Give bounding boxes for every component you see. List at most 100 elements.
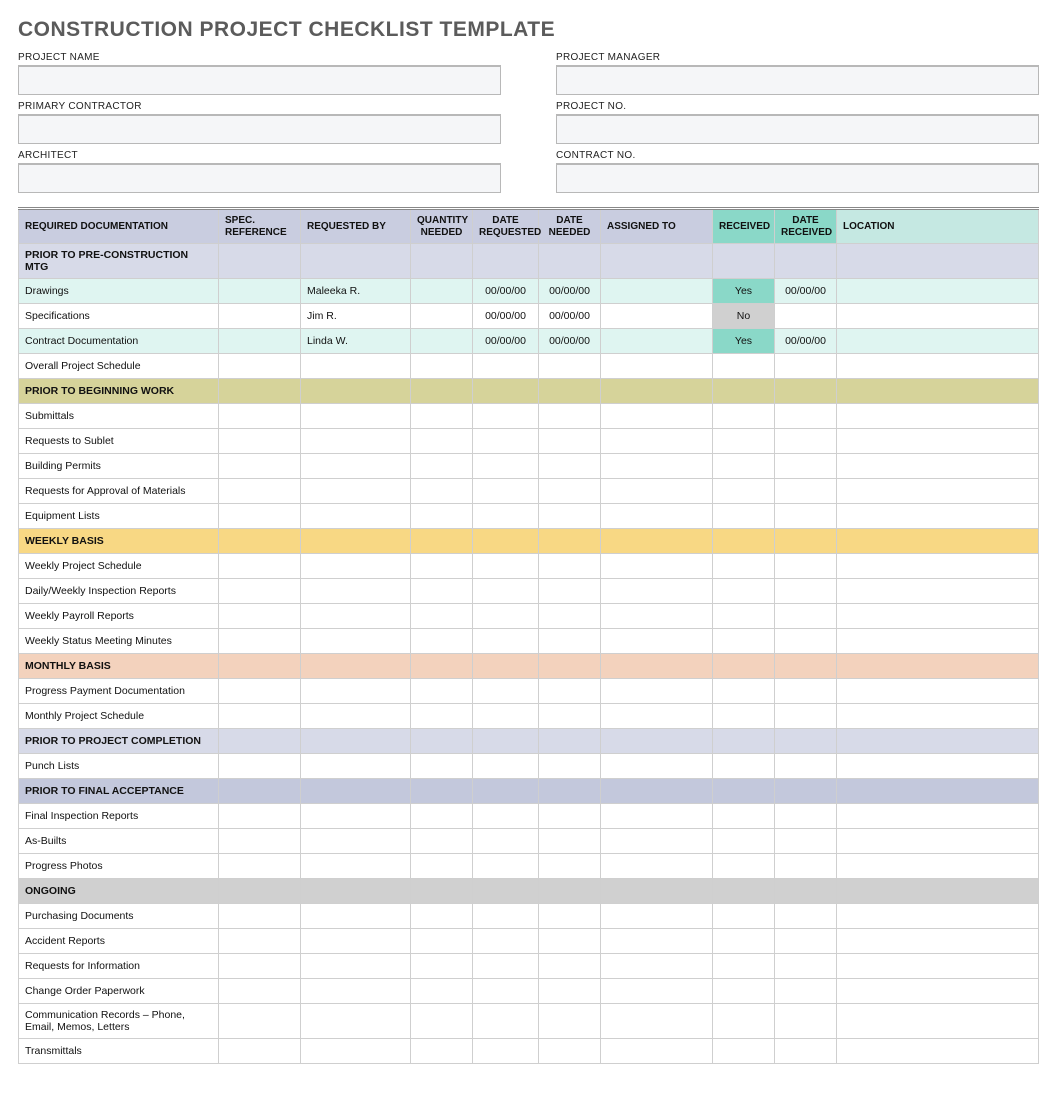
cell-spec[interactable] — [219, 479, 301, 504]
cell-loc[interactable] — [837, 404, 1039, 429]
cell-dreq[interactable] — [473, 1039, 539, 1064]
cell-qty[interactable] — [411, 404, 473, 429]
cell-dneed[interactable] — [539, 754, 601, 779]
cell-dneed[interactable] — [539, 604, 601, 629]
cell-recv[interactable]: Yes — [713, 279, 775, 304]
project-no-input[interactable] — [556, 114, 1039, 144]
cell-recv[interactable] — [713, 479, 775, 504]
cell-qty[interactable] — [411, 504, 473, 529]
cell-dneed[interactable] — [539, 554, 601, 579]
cell-loc[interactable] — [837, 629, 1039, 654]
cell-dneed[interactable] — [539, 954, 601, 979]
cell-drecv[interactable] — [775, 354, 837, 379]
cell-dreq[interactable] — [473, 579, 539, 604]
cell-recv[interactable] — [713, 629, 775, 654]
cell-doc[interactable]: Communication Records – Phone, Email, Me… — [19, 1004, 219, 1039]
cell-dneed[interactable]: 00/00/00 — [539, 329, 601, 354]
cell-spec[interactable] — [219, 504, 301, 529]
cell-assn[interactable] — [601, 579, 713, 604]
cell-assn[interactable] — [601, 304, 713, 329]
project-manager-input[interactable] — [556, 65, 1039, 95]
cell-doc[interactable]: Submittals — [19, 404, 219, 429]
cell-drecv[interactable] — [775, 754, 837, 779]
cell-spec[interactable] — [219, 1004, 301, 1039]
cell-dreq[interactable] — [473, 1004, 539, 1039]
cell-spec[interactable] — [219, 579, 301, 604]
cell-recv[interactable] — [713, 554, 775, 579]
cell-assn[interactable] — [601, 854, 713, 879]
cell-qty[interactable] — [411, 604, 473, 629]
cell-qty[interactable] — [411, 979, 473, 1004]
cell-assn[interactable] — [601, 479, 713, 504]
cell-doc[interactable]: Purchasing Documents — [19, 904, 219, 929]
cell-reqby[interactable] — [301, 804, 411, 829]
cell-assn[interactable] — [601, 604, 713, 629]
cell-dreq[interactable] — [473, 904, 539, 929]
cell-qty[interactable] — [411, 1004, 473, 1039]
cell-drecv[interactable] — [775, 404, 837, 429]
cell-loc[interactable] — [837, 954, 1039, 979]
cell-dneed[interactable] — [539, 479, 601, 504]
cell-reqby[interactable] — [301, 604, 411, 629]
cell-drecv[interactable] — [775, 829, 837, 854]
cell-assn[interactable] — [601, 829, 713, 854]
architect-input[interactable] — [18, 163, 501, 193]
cell-reqby[interactable] — [301, 829, 411, 854]
cell-dreq[interactable] — [473, 854, 539, 879]
cell-loc[interactable] — [837, 904, 1039, 929]
cell-doc[interactable]: Monthly Project Schedule — [19, 704, 219, 729]
cell-assn[interactable] — [601, 1039, 713, 1064]
cell-doc[interactable]: Specifications — [19, 304, 219, 329]
cell-assn[interactable] — [601, 904, 713, 929]
cell-spec[interactable] — [219, 829, 301, 854]
cell-recv[interactable] — [713, 804, 775, 829]
cell-dreq[interactable] — [473, 679, 539, 704]
cell-loc[interactable] — [837, 1004, 1039, 1039]
cell-spec[interactable] — [219, 804, 301, 829]
cell-recv[interactable] — [713, 354, 775, 379]
cell-reqby[interactable] — [301, 979, 411, 1004]
cell-loc[interactable] — [837, 604, 1039, 629]
cell-reqby[interactable] — [301, 479, 411, 504]
cell-reqby[interactable] — [301, 904, 411, 929]
cell-dneed[interactable] — [539, 929, 601, 954]
cell-drecv[interactable] — [775, 704, 837, 729]
cell-recv[interactable] — [713, 979, 775, 1004]
cell-dneed[interactable] — [539, 429, 601, 454]
cell-recv[interactable] — [713, 404, 775, 429]
cell-drecv[interactable] — [775, 904, 837, 929]
cell-drecv[interactable] — [775, 954, 837, 979]
cell-doc[interactable]: As-Builts — [19, 829, 219, 854]
cell-qty[interactable] — [411, 854, 473, 879]
cell-spec[interactable] — [219, 954, 301, 979]
cell-qty[interactable] — [411, 679, 473, 704]
cell-spec[interactable] — [219, 454, 301, 479]
cell-reqby[interactable] — [301, 354, 411, 379]
cell-dreq[interactable] — [473, 554, 539, 579]
cell-qty[interactable] — [411, 804, 473, 829]
cell-loc[interactable] — [837, 279, 1039, 304]
cell-reqby[interactable] — [301, 1039, 411, 1064]
cell-loc[interactable] — [837, 704, 1039, 729]
cell-assn[interactable] — [601, 504, 713, 529]
cell-dneed[interactable] — [539, 1004, 601, 1039]
cell-recv[interactable] — [713, 604, 775, 629]
cell-dreq[interactable]: 00/00/00 — [473, 304, 539, 329]
cell-dreq[interactable] — [473, 479, 539, 504]
cell-dneed[interactable] — [539, 904, 601, 929]
cell-drecv[interactable] — [775, 854, 837, 879]
cell-assn[interactable] — [601, 954, 713, 979]
cell-dreq[interactable] — [473, 454, 539, 479]
cell-qty[interactable] — [411, 954, 473, 979]
primary-contractor-input[interactable] — [18, 114, 501, 144]
cell-dneed[interactable] — [539, 354, 601, 379]
cell-dneed[interactable]: 00/00/00 — [539, 279, 601, 304]
cell-reqby[interactable] — [301, 1004, 411, 1039]
cell-dneed[interactable] — [539, 829, 601, 854]
cell-dneed[interactable] — [539, 979, 601, 1004]
cell-qty[interactable] — [411, 279, 473, 304]
cell-qty[interactable] — [411, 304, 473, 329]
cell-assn[interactable] — [601, 704, 713, 729]
cell-loc[interactable] — [837, 354, 1039, 379]
cell-loc[interactable] — [837, 554, 1039, 579]
